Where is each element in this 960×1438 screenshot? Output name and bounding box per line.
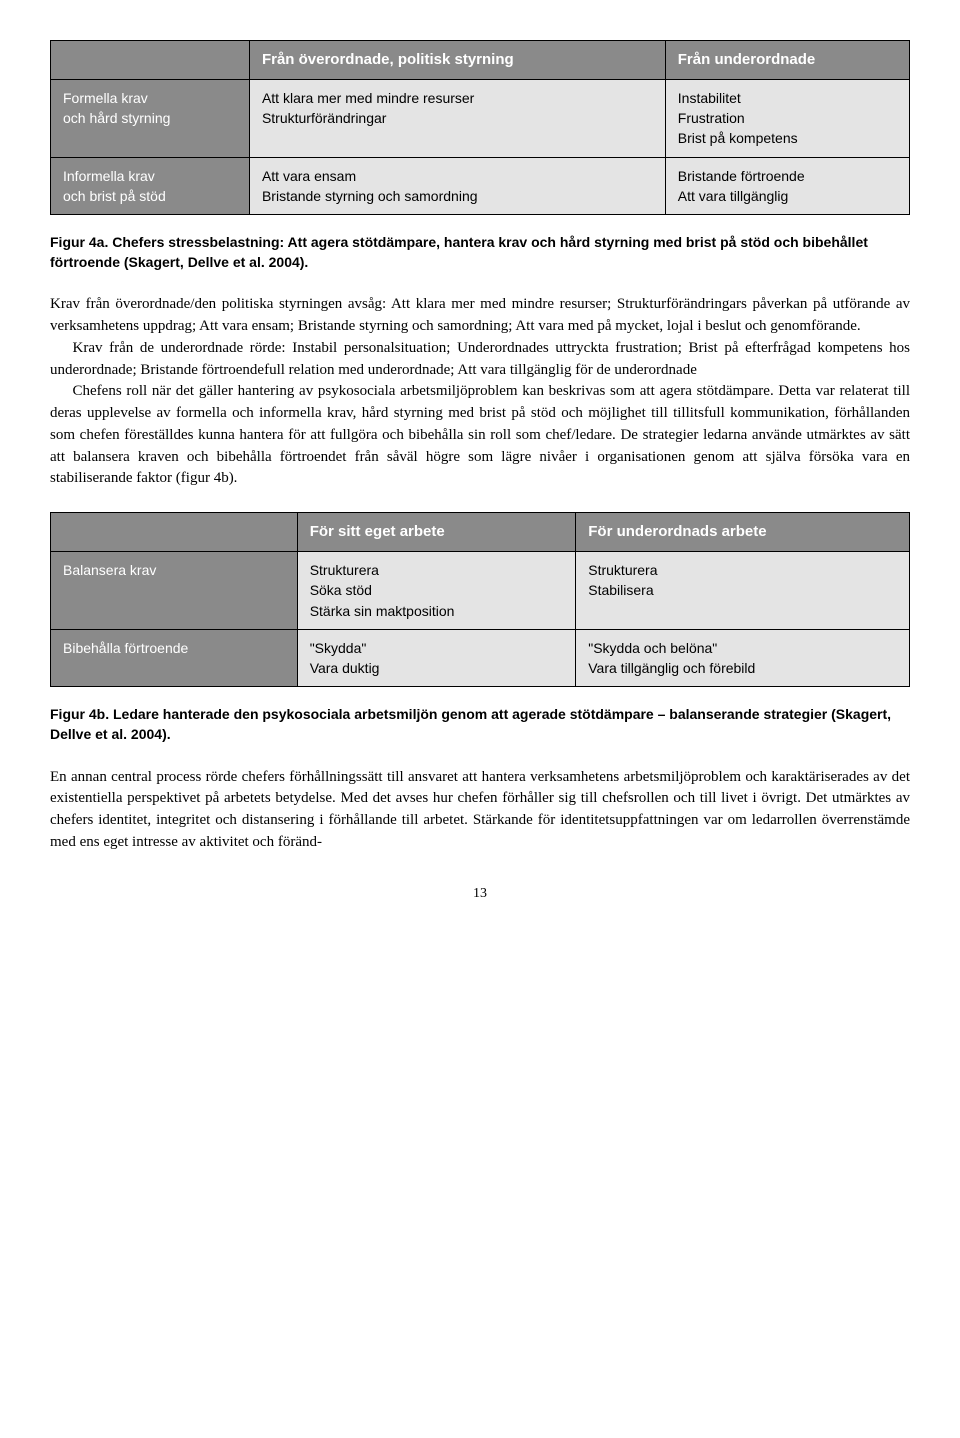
cell-line: Strukturera: [310, 562, 379, 578]
paragraph: Krav från överordnade/den politiska styr…: [50, 294, 910, 338]
paragraph: En annan central process rörde chefers f…: [50, 767, 910, 854]
cell-line: Söka stöd: [310, 582, 372, 598]
table2-row1-head: Balansera krav: [51, 551, 298, 629]
table2-header-col2: För underordnads arbete: [576, 513, 910, 552]
table1-row1-head: Formella krav och hård styrning: [51, 79, 250, 157]
cell-line: Att vara tillgänglig: [678, 188, 789, 204]
table1-row2-col2: Bristande förtroende Att vara tillgängli…: [665, 157, 909, 215]
table-row: Formella krav och hård styrning Att klar…: [51, 79, 910, 157]
cell-line: Frustration: [678, 110, 745, 126]
cell-line: Brist på kompetens: [678, 130, 798, 146]
table1-row1-col1: Att klara mer med mindre resurser Strukt…: [249, 79, 665, 157]
cell-line: Formella krav: [63, 90, 148, 106]
table2-row2-col1: "Skydda" Vara duktig: [297, 629, 576, 687]
cell-line: Strukturera: [588, 562, 657, 578]
table2-row1-col1: Strukturera Söka stöd Stärka sin maktpos…: [297, 551, 576, 629]
paragraph: Krav från de underordnade rörde: Instabi…: [50, 338, 910, 382]
table1-row1-col2: Instabilitet Frustration Brist på kompet…: [665, 79, 909, 157]
cell-line: Informella krav: [63, 168, 155, 184]
table1-header-col1: Från överordnade, politisk styrning: [249, 41, 665, 80]
table2-row2-col2: "Skydda och belöna" Vara tillgänglig och…: [576, 629, 910, 687]
table1-header-col2: Från underordnade: [665, 41, 909, 80]
cell-line: Stabilisera: [588, 582, 653, 598]
table2-row2-head: Bibehålla förtroende: [51, 629, 298, 687]
cell-line: Vara tillgänglig och förebild: [588, 660, 755, 676]
table2-header-col1: För sitt eget arbete: [297, 513, 576, 552]
cell-line: "Skydda och belöna": [588, 640, 717, 656]
cell-line: Vara duktig: [310, 660, 380, 676]
paragraph: Chefens roll när det gäller hantering av…: [50, 381, 910, 490]
table-figure-4b: För sitt eget arbete För underordnads ar…: [50, 512, 910, 687]
table1-row2-head: Informella krav och brist på stöd: [51, 157, 250, 215]
body-text-block-1: Krav från överordnade/den politiska styr…: [50, 294, 910, 490]
cell-line: Att vara ensam: [262, 168, 356, 184]
cell-line: Instabilitet: [678, 90, 741, 106]
table-figure-4a: Från överordnade, politisk styrning Från…: [50, 40, 910, 215]
figure-4b-caption: Figur 4b. Ledare hanterade den psykosoci…: [50, 705, 910, 744]
cell-line: Stärka sin maktposition: [310, 603, 455, 619]
figure-4a-caption: Figur 4a. Chefers stressbelastning: Att …: [50, 233, 910, 272]
body-text-block-2: En annan central process rörde chefers f…: [50, 767, 910, 854]
table-row: Balansera krav Strukturera Söka stöd Stä…: [51, 551, 910, 629]
cell-line: Strukturförändringar: [262, 110, 387, 126]
table-row: Bibehålla förtroende "Skydda" Vara dukti…: [51, 629, 910, 687]
cell-line: Att klara mer med mindre resurser: [262, 90, 474, 106]
cell-line: Bristande styrning och samordning: [262, 188, 478, 204]
table2-header-empty: [51, 513, 298, 552]
cell-line: Bristande förtroende: [678, 168, 805, 184]
page-number: 13: [50, 884, 910, 904]
table1-header-empty: [51, 41, 250, 80]
cell-line: och hård styrning: [63, 110, 170, 126]
cell-line: "Skydda": [310, 640, 367, 656]
table-row: Informella krav och brist på stöd Att va…: [51, 157, 910, 215]
table1-row2-col1: Att vara ensam Bristande styrning och sa…: [249, 157, 665, 215]
table2-row1-col2: Strukturera Stabilisera: [576, 551, 910, 629]
cell-line: och brist på stöd: [63, 188, 166, 204]
